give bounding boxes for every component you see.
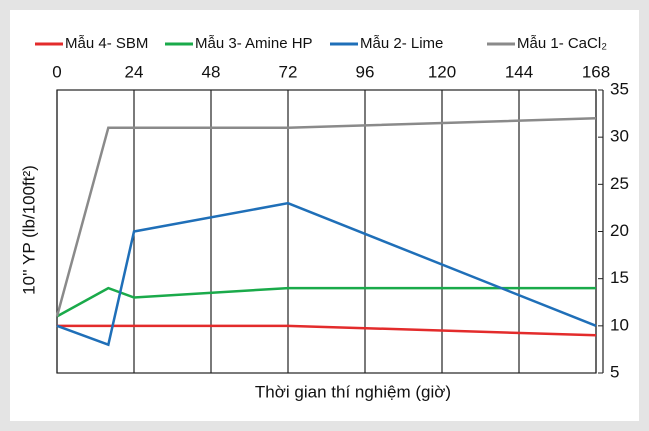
x-tick-label: 24 <box>125 62 144 81</box>
y-tick-label: 25 <box>610 174 629 193</box>
y-tick-label: 10 <box>610 315 629 334</box>
series-line <box>57 324 597 337</box>
panel <box>10 10 639 421</box>
x-tick-label: 144 <box>505 62 533 81</box>
x-tick-label: 0 <box>52 62 61 81</box>
y-tick-label: 15 <box>610 268 629 287</box>
y-tick-label: 5 <box>610 362 619 381</box>
series-line <box>55 117 597 317</box>
x-tick-label: 120 <box>428 62 456 81</box>
y-tick-label: 35 <box>610 79 629 98</box>
series-line <box>56 201 597 347</box>
x-axis-label: Thời gian thí nghiệm (giờ) <box>255 382 451 401</box>
y-tick-label: 20 <box>610 221 629 240</box>
series-line <box>56 286 596 318</box>
legend-label: Mẫu 1- CaCl₂ <box>517 35 607 52</box>
x-tick-label: 72 <box>279 62 298 81</box>
legend-label: Mẫu 2- Lime <box>360 35 443 52</box>
y-tick-label: 30 <box>610 127 629 146</box>
x-tick-label: 168 <box>582 62 610 81</box>
y-axis-label: 10'' YP (lb/100ft²) <box>19 165 38 295</box>
legend-label: Mẫu 4- SBM <box>65 35 148 52</box>
x-tick-label: 48 <box>202 62 221 81</box>
x-tick-label: 96 <box>356 62 375 81</box>
legend-label: Mẫu 3- Amine HP <box>195 35 313 52</box>
